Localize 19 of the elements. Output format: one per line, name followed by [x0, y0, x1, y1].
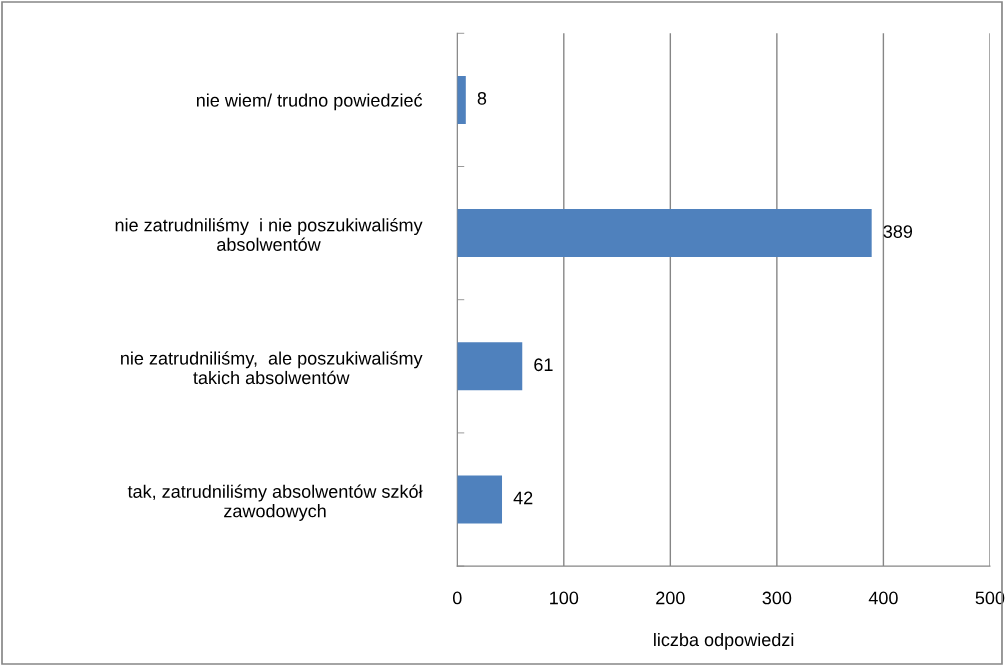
x-tick-label: 100	[550, 591, 579, 605]
x-axis-title: liczba odpowiedzi	[654, 632, 794, 650]
y-tick-label: tak, zatrudniliśmy absolwentów szkół zawodowych	[127, 484, 423, 521]
x-tick-label: 500	[975, 591, 1005, 605]
x-tick-label: 400	[868, 591, 898, 605]
x-tick-label: 300	[762, 591, 792, 605]
bar	[457, 209, 872, 258]
bar	[457, 342, 523, 391]
data-label: 8	[477, 91, 487, 105]
x-tick-label: 0	[452, 591, 462, 605]
x-tick-label: 200	[656, 591, 685, 605]
data-label: 61	[534, 358, 553, 372]
bar	[457, 75, 466, 124]
data-label: 389	[883, 225, 913, 238]
data-label: 42	[513, 491, 533, 505]
y-tick-label: nie wiem/ trudno powiedzieć	[196, 93, 423, 111]
y-tick-label: nie zatrudniliśmy i nie poszukiwaliśmy absolwentów	[115, 218, 423, 251]
bar	[457, 475, 503, 524]
y-tick-label: nie zatrudniliśmy, ale poszukiwaliśmy takich absolwentów	[121, 351, 423, 385]
